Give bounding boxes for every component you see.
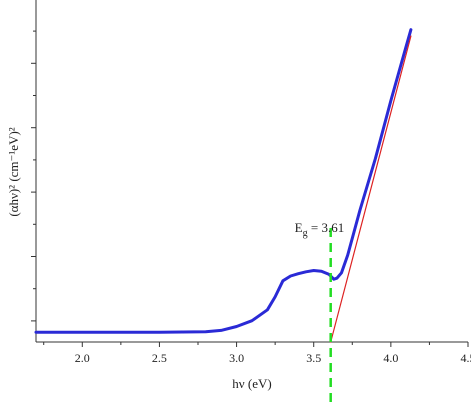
- x-tick-label: 4.0: [383, 351, 398, 365]
- x-ticks: 2.0 2.5 3.0 3.5 4.0 4.5: [43, 342, 471, 365]
- x-tick-label: 2.5: [152, 351, 167, 365]
- annotation-layer: Eg = 3.61: [295, 220, 345, 407]
- x-axis-label: hν (eV): [232, 376, 271, 391]
- y-axis-label: (αhν)² (cm⁻¹eV)²: [6, 127, 21, 216]
- absorption-curve: [34, 28, 413, 334]
- band-gap-label: Eg = 3.61: [295, 220, 345, 239]
- x-tick-label: 2.0: [75, 351, 90, 365]
- plot-area: 2.0 2.5 3.0 3.5 4.0 4.5 Eg = 3.61: [31, 0, 471, 407]
- linear-fit-line: [330, 35, 412, 343]
- series-layer: [34, 28, 413, 343]
- y-ticks: [31, 30, 36, 322]
- x-tick-label: 4.5: [461, 351, 471, 365]
- x-tick-label: 3.5: [306, 351, 321, 365]
- x-tick-label: 3.0: [229, 351, 244, 365]
